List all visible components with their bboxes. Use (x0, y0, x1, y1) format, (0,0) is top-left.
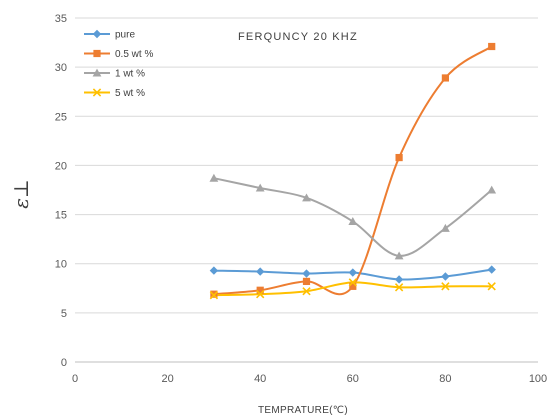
x-tick-labels: 0 20 40 60 80 100 (72, 373, 547, 385)
legend-label-5-wt: 5 wt % (115, 88, 145, 99)
data-point-1-wt (302, 193, 311, 202)
x-tick-label: 80 (439, 373, 451, 385)
y-tick-label: 5 (61, 308, 67, 320)
x-axis-title: TEMPRATURE(℃) (258, 405, 348, 416)
data-point-1-wt (441, 223, 450, 232)
data-point-pure (256, 267, 265, 276)
data-point-5-wt (256, 290, 265, 299)
data-point-pure (302, 269, 311, 278)
data-point-0-5-wt (256, 286, 264, 294)
x-tick-label: 40 (254, 373, 266, 385)
x-tick-label: 60 (347, 373, 359, 385)
legend-marker-0-5-wt (93, 49, 101, 58)
chart-title: FERQUNCY 20 KHZ (238, 31, 358, 43)
data-point-1-wt (487, 185, 497, 194)
y-tick-label: 20 (55, 160, 67, 172)
legend-marker-pure (92, 29, 102, 39)
data-point-5-wt (487, 282, 496, 291)
data-point-0-5-wt (441, 74, 449, 82)
gridlines (75, 17, 538, 363)
legend-label-pure: pure (115, 30, 135, 41)
data-point-5-wt (209, 291, 219, 300)
data-point-1-wt (348, 217, 358, 225)
legend-label-1-wt: 1 wt % (115, 69, 145, 80)
data-point-0-5-wt (302, 277, 311, 286)
data-point-5-wt (441, 282, 450, 291)
data-point-5-wt (394, 283, 404, 292)
data-point-0-5-wt (488, 42, 496, 51)
data-point-pure (441, 272, 450, 281)
data-point-0-5-wt (395, 153, 403, 162)
data-point-pure (209, 266, 219, 275)
y-axis-title-text: ε⊥ (9, 179, 33, 209)
series-markers (209, 42, 497, 300)
data-point-0-5-wt (349, 282, 357, 290)
y-tick-label: 10 (55, 259, 67, 271)
y-tick-label: 15 (55, 210, 67, 222)
legend: pure 0.5 wt % 1 wt % 5 wt % (84, 29, 153, 99)
legend-marker-5-wt (92, 88, 102, 97)
y-axis-title: ε⊥ (9, 179, 33, 209)
data-point-pure (394, 275, 404, 284)
x-tick-label: 0 (72, 373, 78, 385)
y-tick-labels: 0 5 10 15 20 25 30 35 (55, 13, 67, 369)
y-tick-label: 25 (55, 111, 67, 123)
x-tick-label: 20 (161, 373, 173, 385)
data-point-1-wt (394, 251, 404, 260)
legend-label-0-5-wt: 0.5 wt % (115, 49, 153, 60)
y-tick-label: 30 (55, 62, 67, 74)
x-tick-label: 100 (529, 373, 547, 385)
y-tick-label: 0 (61, 357, 67, 369)
data-point-5-wt (348, 278, 357, 287)
y-tick-label: 35 (55, 13, 67, 25)
data-point-pure (348, 268, 357, 277)
data-point-pure (487, 265, 496, 274)
data-point-1-wt (209, 173, 219, 182)
data-point-5-wt (302, 287, 311, 296)
data-point-1-wt (255, 183, 265, 192)
legend-marker-1-wt (92, 68, 102, 77)
